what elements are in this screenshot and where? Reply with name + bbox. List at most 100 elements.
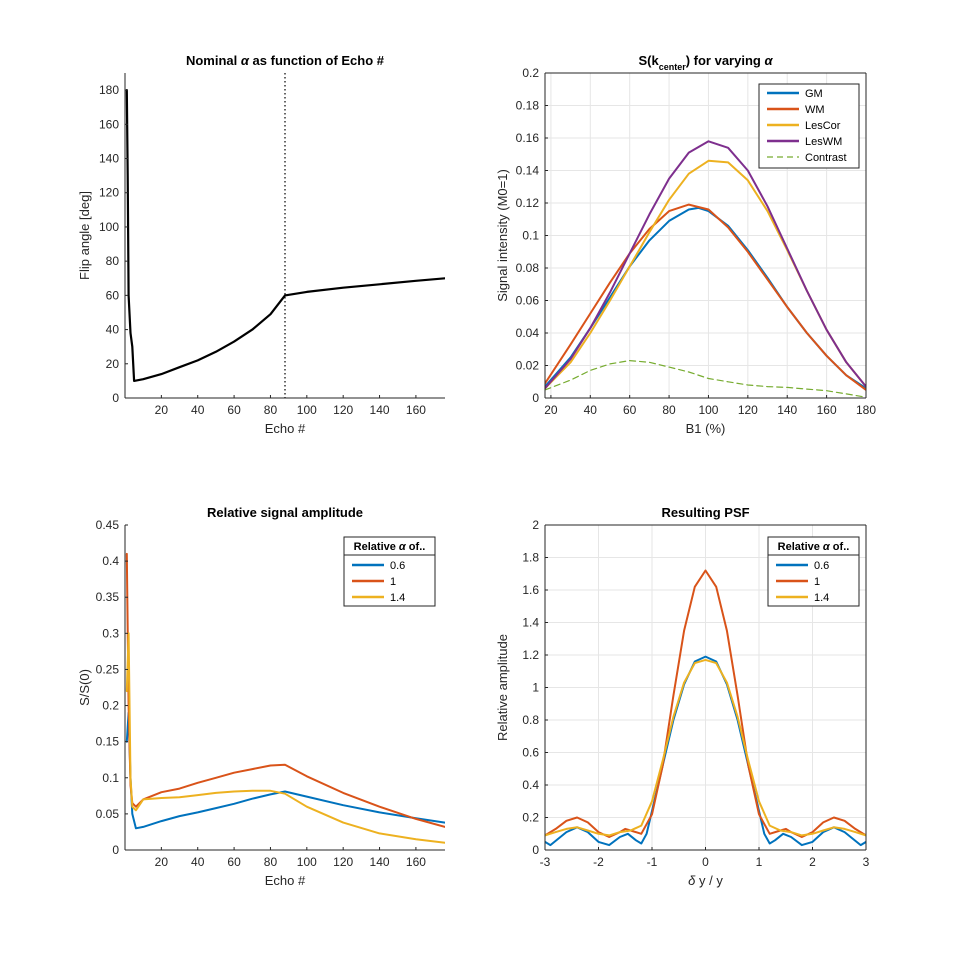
legend-label: LesCor [805,120,841,132]
x-tick-label: 40 [191,855,205,869]
x-tick-label: 20 [155,403,169,417]
y-tick-label: 0.2 [522,66,539,80]
chart-title: Nominal α as function of Echo # [186,53,385,68]
x-tick-label: 140 [370,403,390,417]
y-tick-label: 1.6 [522,583,539,597]
x-tick-label: 20 [544,403,558,417]
y-tick-label: 1.4 [522,616,539,630]
legend-label: 1 [814,576,820,588]
legend-label: 0.6 [390,560,405,572]
legend-box [343,536,436,607]
legend-label: 0.6 [814,560,829,572]
series-line-1-4 [125,632,445,844]
y-tick-label: 0.14 [516,164,540,178]
text-part: of.. [830,541,850,553]
x-tick-label: 60 [227,403,241,417]
text-part: α [823,541,831,553]
text-part: α [399,541,407,553]
x-axis-label: Echo # [265,873,306,888]
y-tick-label: 0.1 [102,771,119,785]
legend-title: Relative α of.. [354,541,426,553]
series-line-0-6 [545,655,866,847]
x-tick-label: 120 [333,855,353,869]
legend-label: WM [805,104,825,116]
x-tick-label: 140 [370,855,390,869]
y-tick-label: 0.12 [516,196,540,210]
x-tick-label: 120 [738,403,758,417]
x-axis-label: δ y / y [688,873,723,888]
y-axis-label: S/S(0) [77,669,92,706]
y-tick-label: 0.08 [516,261,540,275]
series-line-1-4 [545,658,866,837]
y-tick-label: 0.25 [96,662,120,676]
y-axis-label: Flip angle [deg] [77,191,92,280]
legend-label: GM [805,88,823,100]
y-tick-label: 1 [532,681,539,695]
y-tick-label: 0.1 [522,229,539,243]
y-tick-label: 0.06 [516,294,540,308]
series-line-flip-angle [125,89,445,382]
y-tick-label: 0 [532,391,539,405]
x-tick-label: 2 [809,855,816,869]
series-line-contrast [545,360,866,398]
text-part: Relative signal amplitude [207,505,363,520]
y-tick-label: 0.2 [522,811,539,825]
y-tick-label: 0.04 [516,326,540,340]
text-part: Resulting PSF [661,505,749,520]
series-line-leswm [545,140,866,390]
y-axis-label: Relative amplitude [495,634,510,741]
chart-title: S(kcenter) for varying α [638,53,773,72]
legend: Relative α of..0.611.4 [767,536,860,607]
x-tick-label: -2 [593,855,604,869]
y-tick-label: 2 [532,518,539,532]
y-tick-label: 80 [106,254,120,268]
y-tick-label: 0.2 [102,699,119,713]
legend-box [767,536,860,607]
y-tick-label: 0.8 [522,713,539,727]
x-axis-label: B1 (%) [686,421,726,436]
y-tick-label: 0.6 [522,746,539,760]
x-tick-label: 80 [662,403,676,417]
y-tick-label: 0.4 [522,778,539,792]
x-tick-label: -3 [540,855,551,869]
panel-flip-angle: 20 40 60 80 100 120 140 160 0 20 40 60 80 100 120 140 16… [77,53,445,436]
x-tick-label: 100 [698,403,718,417]
x-tick-label: 40 [584,403,598,417]
chart-title: Relative signal amplitude [207,505,363,520]
text-part: Relative [778,541,823,553]
y-tick-label: 0.02 [516,359,540,373]
y-tick-label: 40 [106,323,120,337]
y-tick-label: 20 [106,357,120,371]
x-tick-label: -1 [647,855,658,869]
panel-relative-signal: 20 40 60 80 100 120 140 160 0 0.05 0.1 0.15 0.2 0.25 0… [77,505,445,888]
y-tick-label: 0.3 [102,626,119,640]
y-tick-label: 120 [99,186,119,200]
x-axis-label: Echo # [265,421,306,436]
y-tick-label: 1.8 [522,551,539,565]
x-tick-label: 140 [777,403,797,417]
text-part: α [764,53,773,68]
y-tick-label: 0 [112,391,119,405]
panel-psf: -3 -2 -1 0 1 2 3 0 0.2 0.4 0.6 0.8 1 1.2 1.4 1.6 1.8 2 Res… [495,505,870,888]
legend-title: Relative α of.. [778,541,850,553]
x-tick-label: 120 [333,403,353,417]
legend: GM WM LesCor LesWM Contrast [758,83,860,169]
panel-signal-vs-b1: 20 40 60 80 100 120 140 160 180 0 0.02 0.04 0.06 0.08… [495,53,876,436]
text-part: as function of Echo # [249,53,385,68]
x-tick-label: 60 [227,855,241,869]
text-part: of.. [406,541,426,553]
legend-label: 1.4 [390,592,405,604]
y-axis-label: Signal intensity (M0=1) [495,169,510,302]
y-tick-label: 0.15 [96,735,120,749]
x-tick-label: 160 [406,855,426,869]
plot-area [125,73,445,398]
y-tick-label: 1.2 [522,648,539,662]
legend-label: LesWM [805,136,842,148]
y-tick-label: 100 [99,220,119,234]
text-part: α [241,53,250,68]
legend-label: 1 [390,576,396,588]
y-tick-label: 0 [112,843,119,857]
y-tick-label: 140 [99,152,119,166]
x-tick-label: 20 [155,855,169,869]
y-tick-label: 0.45 [96,518,120,532]
